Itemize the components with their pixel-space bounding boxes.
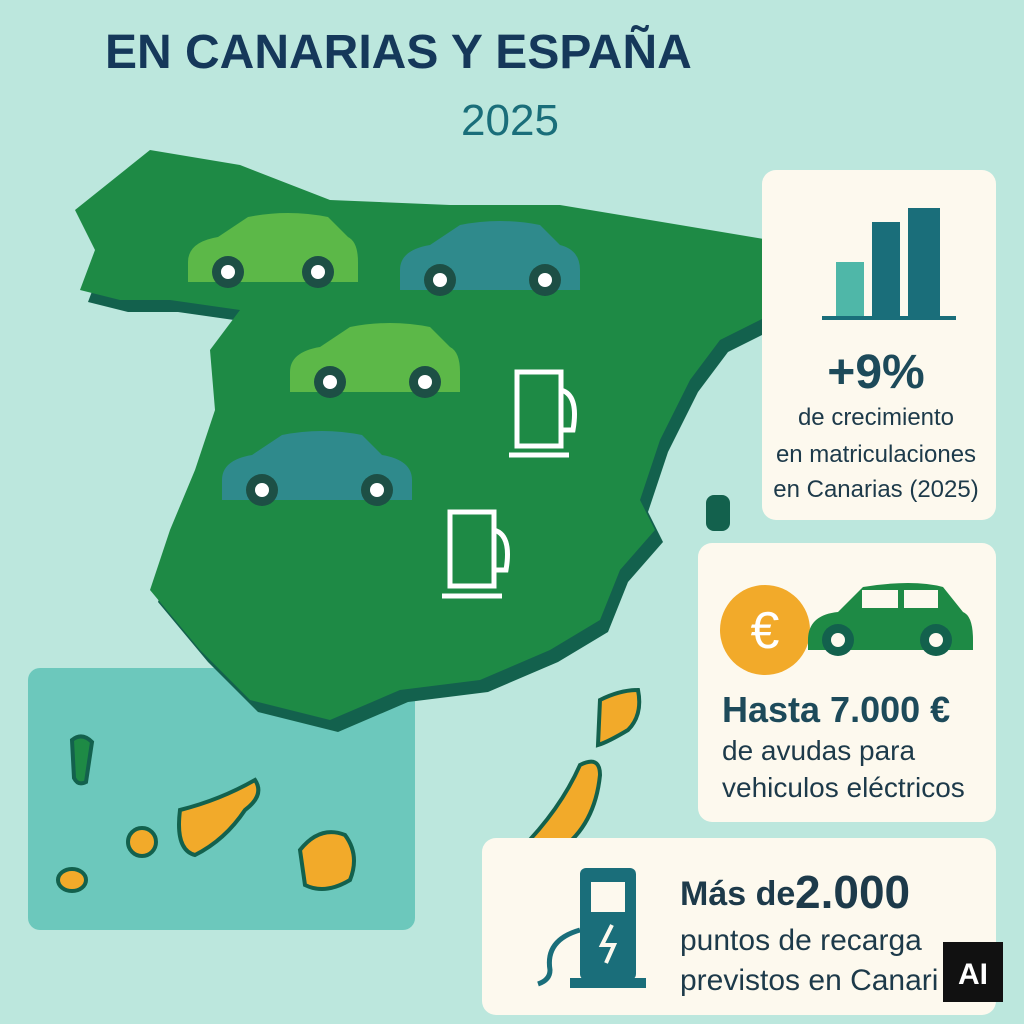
title: EN CANARIAS Y ESPAÑA — [105, 24, 692, 79]
stat-text: de crecimiento — [798, 404, 954, 431]
stat: Hasta 7.000 € — [722, 689, 950, 730]
stat-text: vehiculos eléctricos — [722, 772, 965, 803]
charger-icon — [537, 868, 646, 988]
stat-text: en matriculaciones — [776, 441, 976, 468]
stat-text: en Canarias (2025) — [773, 476, 978, 503]
bar-icon — [822, 208, 956, 320]
euro-icon: € — [751, 602, 780, 660]
stat-text: de avudas para — [722, 735, 915, 766]
stat-text: puntos de recarga — [680, 924, 922, 957]
year: 2025 — [461, 96, 559, 145]
ai-badge — [943, 942, 1003, 1002]
stat-prefix: Más de — [680, 875, 795, 913]
ai-badge-text: AI — [958, 958, 988, 991]
stat: 2.000 — [795, 866, 910, 918]
islands — [56, 687, 642, 893]
stat-text: previstos en Canari — [680, 964, 938, 997]
stat: +9% — [827, 346, 924, 399]
spain-map — [75, 150, 813, 732]
car-icon — [808, 583, 973, 656]
car-icons — [188, 213, 580, 599]
euro-coin — [720, 585, 810, 675]
